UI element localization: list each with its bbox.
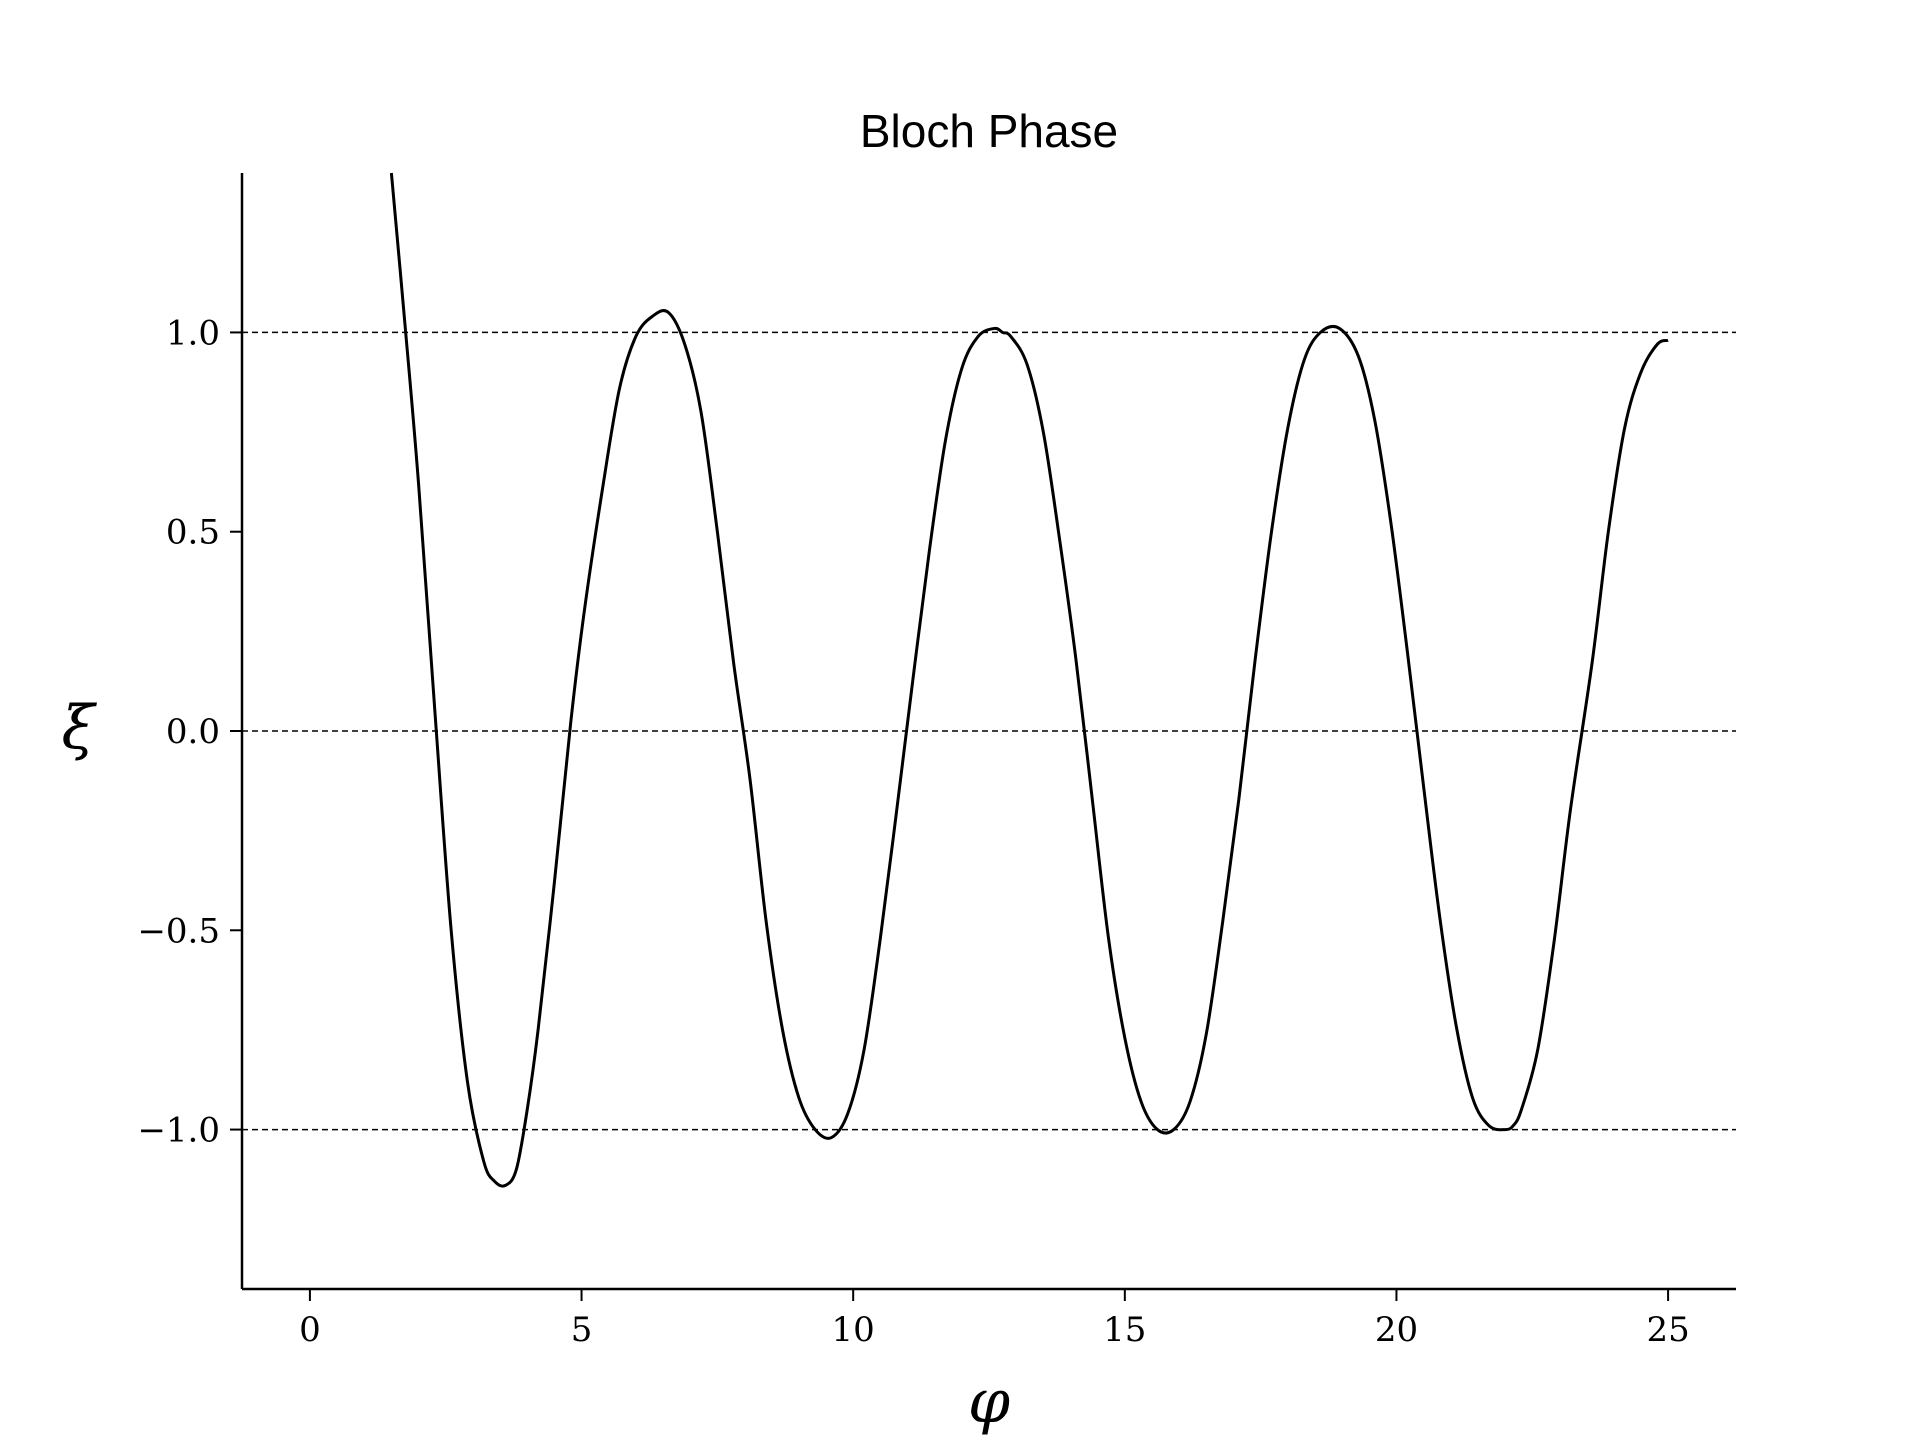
x-tick-label: 0	[299, 1310, 321, 1350]
y-tick-label: 1.0	[166, 313, 220, 353]
y-tick-label: −0.5	[137, 911, 220, 951]
x-tick-label: 20	[1375, 1310, 1418, 1350]
x-tick-label: 25	[1646, 1310, 1689, 1350]
chart-title: Bloch Phase	[860, 105, 1118, 157]
y-ticks: −1.0 −0.5 0.0 0.5 1.0	[137, 313, 242, 1151]
x-tick-label: 10	[832, 1310, 875, 1350]
x-tick-label: 5	[571, 1310, 593, 1350]
x-axis-label: φ	[968, 1367, 1010, 1437]
y-tick-label: 0.0	[166, 712, 220, 752]
y-tick-label: 0.5	[166, 513, 220, 553]
x-ticks: 0 5 10 15 20 25	[299, 1289, 1690, 1350]
series-layer	[389, 172, 1669, 1188]
x-tick-label: 15	[1103, 1310, 1146, 1350]
y-tick-label: −1.0	[137, 1111, 220, 1151]
series-line	[389, 172, 1669, 1188]
y-axis-label: ξ	[61, 693, 97, 763]
reference-lines	[242, 331, 1736, 1131]
